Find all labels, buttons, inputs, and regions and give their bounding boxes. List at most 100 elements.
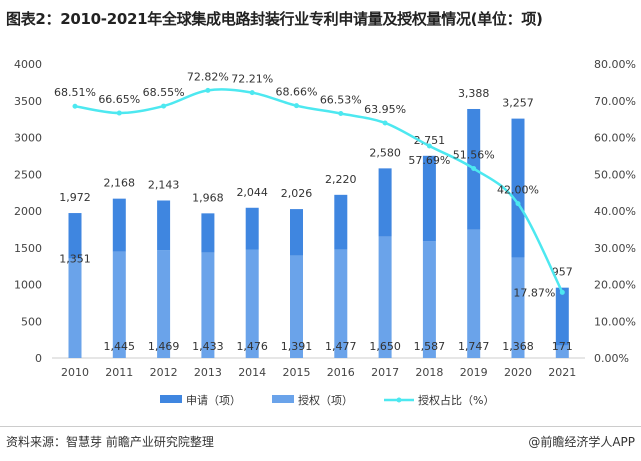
ratio-data-label: 42.00% xyxy=(497,184,539,197)
ratio-data-label: 72.21% xyxy=(231,73,273,86)
ratio-point xyxy=(249,90,255,96)
y-left-tick-label: 2000 xyxy=(14,205,42,218)
ratio-data-label: 68.66% xyxy=(276,86,318,99)
bar-granted xyxy=(68,258,82,358)
ratio-data-label: 68.51% xyxy=(54,86,96,99)
y-right-tick-label: 20.00% xyxy=(594,279,636,292)
y-left-tick-label: 1500 xyxy=(14,242,42,255)
x-tick-label: 2012 xyxy=(150,366,178,379)
application-data-label: 2,026 xyxy=(281,187,313,200)
source-text: 资料来源：智慧芽 前瞻产业研究院整理 xyxy=(6,435,214,449)
y-right-tick-label: 50.00% xyxy=(594,168,636,181)
application-data-label: 1,972 xyxy=(59,191,91,204)
ratio-data-label: 72.82% xyxy=(187,70,229,83)
ratio-point xyxy=(559,289,565,295)
granted-data-label: 1,469 xyxy=(148,340,180,353)
y-left-tick-label: 3500 xyxy=(14,95,42,108)
bar-granted xyxy=(157,250,171,358)
application-data-label: 2,168 xyxy=(104,177,136,190)
granted-data-label: 1,587 xyxy=(414,340,446,353)
x-tick-label: 2015 xyxy=(283,366,311,379)
legend-application-swatch xyxy=(160,395,182,403)
x-tick-label: 2019 xyxy=(460,366,488,379)
y-left-tick-label: 1000 xyxy=(14,279,42,292)
granted-data-label: 1,747 xyxy=(458,340,490,353)
chart-title: 图表2：2010-2021年全球集成电路封装行业专利申请量及授权量情况(单位：项… xyxy=(6,10,543,28)
ratio-data-label: 51.56% xyxy=(453,149,495,162)
ratio-data-label: 66.53% xyxy=(320,94,362,107)
granted-data-label: 1,351 xyxy=(59,253,91,266)
x-tick-label: 2010 xyxy=(61,366,89,379)
granted-data-label: 1,391 xyxy=(281,340,313,353)
bar-application xyxy=(68,213,82,259)
bar-application xyxy=(334,194,348,250)
application-data-label: 2,220 xyxy=(325,173,357,186)
ratio-data-label: 68.55% xyxy=(143,86,185,99)
bar-application xyxy=(422,155,436,242)
application-data-label: 957 xyxy=(552,266,573,279)
ratio-point xyxy=(72,103,78,109)
ratio-point xyxy=(161,103,167,109)
application-data-label: 2,044 xyxy=(236,186,268,199)
x-tick-label: 2017 xyxy=(371,366,399,379)
y-left-tick-label: 3000 xyxy=(14,132,42,145)
bar-granted xyxy=(378,236,392,358)
application-data-label: 3,388 xyxy=(458,87,490,100)
ratio-data-label: 66.65% xyxy=(98,93,140,106)
bar-granted xyxy=(555,345,569,358)
bar-application xyxy=(290,209,303,256)
bar-application xyxy=(555,287,569,346)
ratio-data-label: 63.95% xyxy=(364,103,406,116)
ratio-data-label: 57.69% xyxy=(408,154,450,167)
ratio-point xyxy=(382,120,388,126)
y-right-tick-label: 0.00% xyxy=(594,352,629,365)
bar-application xyxy=(201,213,215,253)
granted-data-label: 1,650 xyxy=(369,340,401,353)
y-left-tick-label: 500 xyxy=(21,315,42,328)
x-tick-label: 2013 xyxy=(194,366,222,379)
bar-granted xyxy=(422,241,436,358)
ratio-point xyxy=(205,87,211,93)
x-tick-label: 2014 xyxy=(238,366,266,379)
application-data-label: 1,968 xyxy=(192,191,224,204)
legend-ratio-marker xyxy=(396,397,402,403)
y-left-tick-label: 2500 xyxy=(14,168,42,181)
bar-application xyxy=(245,207,259,250)
ratio-data-label: 17.87% xyxy=(513,286,555,299)
granted-data-label: 171 xyxy=(552,340,573,353)
chart: 0 500 1000 1500 2000 2500 3000 3500 4000 0.00% 10.… xyxy=(14,58,636,407)
granted-data-label: 1,477 xyxy=(325,340,357,353)
bar-granted xyxy=(334,249,348,358)
application-data-label: 2,751 xyxy=(414,134,446,147)
bar-application xyxy=(511,118,525,258)
ratio-point xyxy=(515,201,521,207)
granted-data-label: 1,445 xyxy=(104,340,136,353)
legend-application-label: 申请（项） xyxy=(186,394,241,407)
y-right-tick-label: 10.00% xyxy=(594,315,636,328)
bar-application xyxy=(112,198,126,252)
y-right-tick-label: 80.00% xyxy=(594,58,636,71)
ratio-point xyxy=(294,103,299,109)
application-data-label: 3,257 xyxy=(502,97,534,110)
footer: 资料来源：智慧芽 前瞻产业研究院整理 @前瞻经济学人APP xyxy=(0,426,641,461)
legend-granted-swatch xyxy=(272,395,294,403)
bar-application xyxy=(378,168,392,237)
bar-granted xyxy=(201,252,215,358)
ratio-point xyxy=(426,143,432,149)
bar-granted xyxy=(467,229,481,358)
x-tick-label: 2011 xyxy=(105,366,133,379)
y-right-tick-label: 40.00% xyxy=(594,205,636,218)
bar-application xyxy=(157,200,171,251)
application-data-label: 2,580 xyxy=(369,146,401,159)
y-right-tick-label: 30.00% xyxy=(594,242,636,255)
granted-data-label: 1,368 xyxy=(502,340,534,353)
brand-text: @前瞻经济学人APP xyxy=(528,435,635,449)
ratio-point xyxy=(116,110,122,116)
y-right-tick-label: 60.00% xyxy=(594,132,636,145)
bar-granted xyxy=(290,255,303,358)
bar-granted xyxy=(245,249,259,358)
bar-granted xyxy=(511,257,525,358)
legend-ratio-label: 授权占比（%） xyxy=(418,393,494,407)
ratio-point xyxy=(338,111,344,117)
granted-data-label: 1,476 xyxy=(236,340,268,353)
